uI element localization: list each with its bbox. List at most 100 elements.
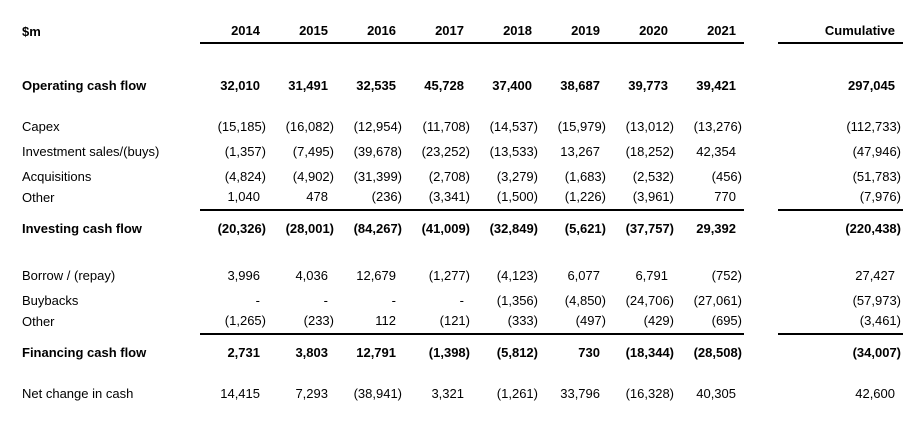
cell-value: (497): [540, 308, 608, 335]
cell-value: (3,961): [608, 184, 676, 211]
table-row-financing-cash-flow: Financing cash flow 2,731 3,803 12,791 (…: [22, 334, 903, 360]
cumulative-header: Cumulative: [778, 12, 903, 44]
year-header: 2015: [268, 12, 336, 44]
cell-value: (2,708): [428, 169, 470, 184]
cell-value: (28,508): [693, 345, 742, 360]
table-row-buybacks: Buybacks - - - - (1,356) (4,850) (24,706…: [22, 283, 903, 308]
cell-value: 4,036: [295, 268, 328, 283]
cell-value: (16,082): [285, 119, 334, 134]
column-gap: [744, 308, 778, 334]
cell-value: -: [323, 293, 328, 308]
spacer-row: [22, 43, 903, 68]
table-row-net-change-in-cash: Net change in cash 14,415 7,293 (38,941)…: [22, 376, 903, 401]
cell-value: 12,679: [356, 268, 396, 283]
cell-value: (333): [472, 308, 540, 335]
year-header: 2014: [200, 12, 268, 44]
cell-value: 32,535: [356, 78, 396, 93]
cell-value: (16,328): [625, 386, 674, 401]
cell-value: (41,009): [421, 221, 470, 236]
cell-value: 12,791: [356, 345, 396, 360]
year-header: 2018: [472, 12, 540, 44]
cell-value: (429): [608, 308, 676, 335]
cell-value: 33,796: [560, 386, 600, 401]
column-gap: [744, 184, 778, 210]
unit-label: $m: [22, 24, 41, 39]
row-label: Other: [22, 190, 55, 205]
column-gap: [744, 68, 778, 93]
row-label: Other: [22, 314, 55, 329]
cell-value: (13,533): [489, 144, 538, 159]
cell-value: 31,491: [288, 78, 328, 93]
cell-value: (1,500): [472, 184, 540, 211]
cell-value: (752): [711, 268, 742, 283]
cell-value: -: [391, 293, 396, 308]
column-gap: [744, 376, 778, 401]
cell-value: 6,791: [635, 268, 668, 283]
cell-value: (23,252): [421, 144, 470, 159]
column-gap: [744, 109, 778, 134]
row-label: Borrow / (repay): [22, 268, 116, 283]
cell-value: 40,305: [696, 386, 736, 401]
cell-value: 42,354: [696, 144, 736, 159]
column-gap: [744, 258, 778, 283]
row-label: Financing cash flow: [22, 345, 147, 360]
cell-value: 32,010: [220, 78, 260, 93]
cell-value: (121): [404, 308, 472, 335]
cell-value: 770: [676, 184, 744, 211]
cell-value: (3,341): [404, 184, 472, 211]
cell-value: (13,276): [693, 119, 742, 134]
year-header: 2016: [336, 12, 404, 44]
cell-value: (456): [711, 169, 742, 184]
year-header: 2017: [404, 12, 472, 44]
cell-value: (11,708): [422, 119, 470, 134]
column-gap: [744, 210, 778, 236]
table-row-other-financing: Other (1,265) (233) 112 (121) (333) (497…: [22, 308, 903, 335]
cell-value: 3,803: [295, 345, 328, 360]
row-label: Capex: [22, 119, 60, 134]
column-gap: [744, 283, 778, 308]
row-label: Investing cash flow: [22, 221, 142, 236]
cell-value: 1,040: [200, 184, 268, 211]
cell-value: (1,398): [428, 345, 470, 360]
cell-value: (3,279): [496, 169, 538, 184]
cumulative-value: (47,946): [852, 144, 901, 159]
cumulative-value: (220,438): [845, 221, 901, 236]
cell-value: (20,326): [217, 221, 266, 236]
cell-value: (236): [336, 184, 404, 211]
cell-value: 14,415: [220, 386, 260, 401]
year-header: 2019: [540, 12, 608, 44]
table-row-capex: Capex (15,185) (16,082) (12,954) (11,708…: [22, 109, 903, 134]
cell-value: (4,850): [564, 293, 606, 308]
row-label: Operating cash flow: [22, 78, 147, 93]
year-header: 2020: [608, 12, 676, 44]
cumulative-value: (57,973): [852, 293, 901, 308]
column-gap: [744, 159, 778, 184]
cell-value: (32,849): [489, 221, 538, 236]
cell-value: (39,678): [353, 144, 402, 159]
cell-value: (14,537): [489, 119, 538, 134]
cell-value: (1,261): [496, 386, 538, 401]
table-row-borrow-repay: Borrow / (repay) 3,996 4,036 12,679 (1,2…: [22, 258, 903, 283]
cumulative-value: 27,427: [855, 268, 895, 283]
cell-value: (24,706): [625, 293, 674, 308]
cell-value: 112: [336, 308, 404, 335]
cell-value: 29,392: [696, 221, 736, 236]
header-row: $m 2014 2015 2016 2017 2018 2019 2020 20…: [22, 12, 903, 44]
cell-value: (5,812): [496, 345, 538, 360]
cell-value: (1,683): [564, 169, 606, 184]
cell-value: 39,421: [696, 78, 736, 93]
cell-value: (695): [676, 308, 744, 335]
row-label: Buybacks: [22, 293, 79, 308]
cumulative-value: (3,461): [778, 308, 903, 335]
cell-value: 478: [268, 184, 336, 211]
cell-value: (18,344): [625, 345, 674, 360]
cell-value: (4,902): [292, 169, 334, 184]
cell-value: (27,061): [693, 293, 742, 308]
cell-value: (4,824): [224, 169, 266, 184]
column-gap: [744, 134, 778, 159]
row-label: Acquisitions: [22, 169, 92, 184]
cumulative-value: (51,783): [852, 169, 901, 184]
year-header: 2021: [676, 12, 744, 44]
cumulative-value: 297,045: [848, 78, 895, 93]
cell-value: (28,001): [285, 221, 334, 236]
